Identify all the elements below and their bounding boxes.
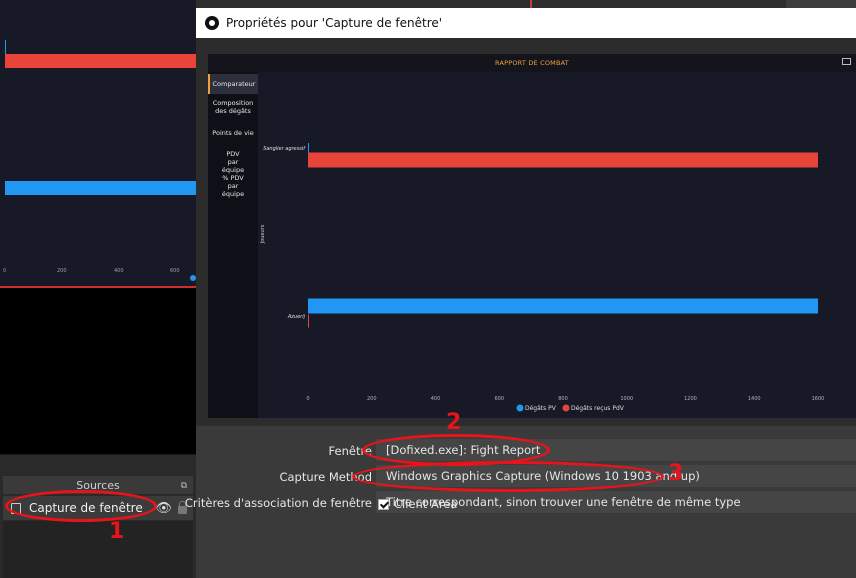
client-area-checkbox[interactable]: Client Area: [378, 497, 457, 511]
preview-legend-dot: [190, 275, 196, 281]
obs-preview: 0 200 400 600: [0, 0, 196, 288]
x-tick-label: 400: [431, 396, 441, 402]
strip-marker: [530, 0, 532, 8]
x-tick-label: 1400: [748, 396, 761, 402]
obs-logo-icon: [205, 16, 219, 30]
y-axis-label: Joueurs: [260, 224, 266, 244]
bar-zero-marker: [308, 143, 309, 156]
properties-dialog: Propriétés pour 'Capture de fenêtre' RAP…: [185, 8, 856, 578]
sources-title: Sources: [76, 479, 120, 492]
legend-label: Dégâts PV: [525, 405, 557, 412]
dialog-body: RAPPORT DE COMBAT Comparateur Compositio…: [185, 38, 856, 578]
bar-zero-marker: [308, 314, 309, 328]
preview-tick: 200: [57, 268, 67, 274]
preview-red-bar: [5, 54, 196, 68]
legend-swatch: [562, 404, 570, 412]
annotation-number-1: 1: [109, 519, 125, 544]
category-label: Sanglier agressif: [263, 146, 306, 152]
sidebar-item-points-de-vie: Points de vie: [212, 129, 254, 137]
strip-panel: [786, 0, 856, 8]
chart-area: Joueurs Sanglier agressif Azuerij 0 200 400 60…: [258, 72, 856, 418]
preview-tick: 600: [170, 268, 180, 274]
capture-method-label: Capture Method: [279, 470, 372, 484]
preview-blue-bar: [5, 181, 196, 195]
preview-border: [0, 286, 196, 288]
annotation-number-3: 3: [668, 461, 684, 486]
captured-app-title: RAPPORT DE COMBAT: [208, 54, 856, 72]
sidebar-item-comparateur: Comparateur: [208, 74, 258, 94]
bar-chart: Joueurs Sanglier agressif Azuerij 0 200 400 60…: [260, 143, 825, 412]
preview-empty-area: [0, 288, 196, 454]
sources-list-empty: [3, 521, 193, 578]
dialog-title: Propriétés pour 'Capture de fenêtre': [226, 16, 443, 30]
monitor-icon: [842, 58, 851, 65]
background-window-strip: [196, 0, 856, 8]
window-label: Fenêtre: [328, 444, 372, 458]
dialog-titlebar[interactable]: Propriétés pour 'Capture de fenêtre': [196, 8, 856, 38]
x-tick-label: 0: [306, 396, 309, 402]
x-tick-label: 800: [558, 396, 568, 402]
legend-label: Dégâts reçus PdV: [571, 405, 625, 412]
bar-degats-recus: [308, 152, 818, 168]
preview-marker: [5, 40, 6, 54]
captured-app-sidebar: Comparateur Composition des dégâts Point…: [208, 72, 258, 418]
category-label: Azuerij: [287, 314, 306, 320]
legend-swatch: [516, 404, 524, 412]
bar-degats-pv: [308, 298, 818, 314]
sources-header: Sources ⧉: [3, 476, 193, 494]
checkbox-checked-icon[interactable]: [378, 498, 389, 510]
x-tick-label: 600: [494, 396, 504, 402]
x-tick-label: 1600: [812, 396, 825, 402]
window-match-label: Critères d'association de fenêtre: [184, 496, 372, 510]
x-tick-label: 1000: [620, 396, 633, 402]
annotation-number-2: 2: [446, 410, 462, 435]
preview-tick: 0: [3, 268, 7, 274]
preview-area: RAPPORT DE COMBAT Comparateur Compositio…: [196, 38, 856, 426]
preview-tick: 400: [114, 268, 124, 274]
annotation-ellipse-method: [352, 461, 664, 492]
dock-float-icon[interactable]: ⧉: [180, 481, 187, 491]
eye-icon[interactable]: 👁: [155, 500, 172, 516]
client-area-label: Client Area: [394, 497, 458, 511]
annotation-ellipse-source: [5, 490, 157, 522]
sidebar-item-pct-pdv-equipe: % PDV par équipe: [221, 174, 245, 198]
window-match-select[interactable]: Titre correspondant, sinon trouver une f…: [376, 491, 856, 513]
lock-icon[interactable]: [178, 501, 187, 514]
x-tick-label: 1200: [684, 396, 697, 402]
sidebar-item-composition: Composition des dégâts: [212, 99, 254, 115]
captured-window-preview: RAPPORT DE COMBAT Comparateur Compositio…: [208, 54, 856, 418]
x-tick-label: 200: [367, 396, 377, 402]
sidebar-item-pdv-equipe: PDV par équipe: [221, 150, 245, 174]
